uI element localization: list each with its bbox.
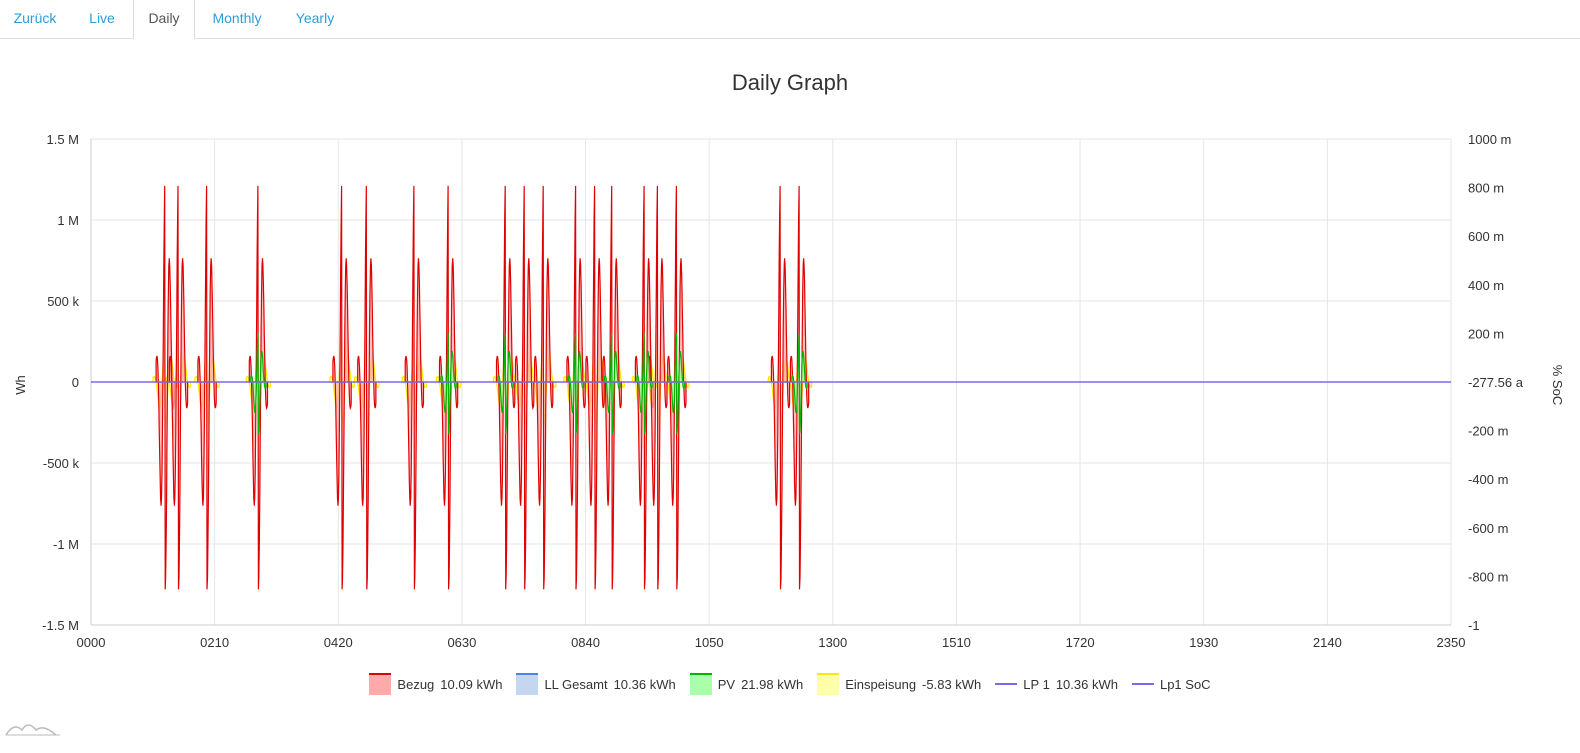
chart-area: Daily Graph 0000 0210 0420 0630 0840 1050 1300… bbox=[0, 40, 1580, 753]
x-tick-label: 0210 bbox=[200, 635, 229, 650]
legend-label: PV bbox=[717, 676, 736, 692]
tab-live[interactable]: Live bbox=[89, 10, 115, 26]
legend-swatch bbox=[516, 673, 539, 695]
legend-label: Lp1 SoC bbox=[1159, 676, 1211, 692]
y-tick-label: 0 bbox=[72, 375, 79, 390]
y-tick-label: 1 M bbox=[57, 213, 79, 228]
pv-series-burst bbox=[791, 332, 808, 434]
bezug-series-burst bbox=[585, 185, 605, 590]
y2-tick-label: 1000 m bbox=[1468, 132, 1511, 147]
bezug-series-burst bbox=[357, 185, 377, 590]
legend-item-bezug[interactable]: Bezug 10.09 kWh bbox=[369, 673, 502, 695]
bezug-series-burst bbox=[770, 185, 791, 590]
y-tick-label: 500 k bbox=[47, 294, 79, 309]
bezug-series-burst bbox=[404, 185, 425, 590]
bezug-series-burst bbox=[514, 185, 535, 590]
y2-tick-label: 200 m bbox=[1468, 326, 1504, 341]
legend-item-lp1-soc[interactable]: Lp1 SoC bbox=[1131, 676, 1211, 692]
pv-series-burst bbox=[636, 332, 653, 434]
x-tick-label: 1510 bbox=[942, 635, 971, 650]
y-tick-label: -1.5 M bbox=[42, 618, 79, 633]
pv-series-burst bbox=[668, 332, 686, 434]
series-layer bbox=[91, 185, 1451, 590]
y-tick-label: -500 k bbox=[43, 456, 80, 471]
chart-title: Daily Graph bbox=[732, 70, 848, 95]
legend-total: 10.09 kWh bbox=[440, 676, 503, 692]
y2-axis-title: % SoC bbox=[1550, 365, 1565, 405]
y2-tick-label: -400 m bbox=[1468, 472, 1508, 487]
x-tick-label: 0840 bbox=[571, 635, 600, 650]
pv-series-burst bbox=[250, 332, 267, 434]
legend-total: 21.98 kWh bbox=[741, 676, 804, 692]
tab-bar: Zurück Live Daily Monthly Yearly bbox=[0, 0, 1580, 40]
legend-item-ll-gesamt[interactable]: LL Gesamt 10.36 kWh bbox=[516, 673, 676, 695]
pv-series-burst bbox=[567, 332, 585, 434]
tab-zurueck[interactable]: Zurück bbox=[13, 10, 57, 26]
y2-tick-label: 800 m bbox=[1468, 181, 1504, 196]
bezug-series-burst bbox=[197, 185, 217, 590]
chart-logo-icon bbox=[5, 724, 60, 736]
x-tick-label: 1930 bbox=[1189, 635, 1218, 650]
x-tick-label: 0420 bbox=[324, 635, 353, 650]
legend-label: LP 1 bbox=[1023, 676, 1050, 692]
legend-total: 10.36 kWh bbox=[613, 676, 676, 692]
legend-label: LL Gesamt bbox=[544, 676, 608, 692]
x-tick-label: 1720 bbox=[1066, 635, 1095, 650]
legend-swatch bbox=[689, 673, 712, 695]
legend-item-pv[interactable]: PV 21.98 kWh bbox=[689, 673, 804, 695]
grid-lines bbox=[90, 138, 1452, 626]
legend-label: Einspeisung bbox=[845, 676, 917, 692]
daily-graph-chart: Daily Graph 0000 0210 0420 0630 0840 1050 1300… bbox=[13, 70, 1565, 650]
legend-total: 10.36 kWh bbox=[1055, 676, 1118, 692]
y-axis-title: Wh bbox=[13, 375, 28, 395]
pv-series-burst bbox=[604, 332, 621, 434]
tab-daily[interactable]: Daily bbox=[133, 0, 195, 40]
axis-ticks: 0000 0210 0420 0630 0840 1050 1300 1510 1720 1930… bbox=[42, 132, 1524, 650]
y-tick-label: 1.5 M bbox=[46, 132, 79, 147]
legend-swatch bbox=[1131, 683, 1154, 685]
legend-swatch bbox=[817, 673, 840, 695]
x-tick-label: 2140 bbox=[1313, 635, 1342, 650]
bezug-series-burst bbox=[332, 185, 352, 590]
y2-tick-label: 600 m bbox=[1468, 229, 1504, 244]
y2-tick-label: -800 m bbox=[1468, 569, 1508, 584]
x-tick-label: 1050 bbox=[695, 635, 724, 650]
legend-total: -5.83 kWh bbox=[922, 676, 982, 692]
y-tick-label: -1 M bbox=[53, 537, 79, 552]
y2-tick-label: 400 m bbox=[1468, 278, 1504, 293]
pv-series-burst bbox=[497, 332, 514, 434]
chart-legend: Bezug 10.09 kWh LL Gesamt 10.36 kWh PV 2… bbox=[0, 672, 1580, 696]
x-tick-label: 1300 bbox=[818, 635, 847, 650]
legend-swatch bbox=[995, 683, 1018, 685]
bezug-series-burst bbox=[648, 185, 668, 590]
tab-monthly[interactable]: Monthly bbox=[212, 10, 262, 26]
x-tick-label: 0000 bbox=[77, 635, 106, 650]
y2-tick-label: -600 m bbox=[1468, 521, 1508, 536]
x-tick-label: 2350 bbox=[1437, 635, 1466, 650]
y2-tick-label: -277.56 a bbox=[1468, 375, 1524, 390]
tab-yearly[interactable]: Yearly bbox=[295, 10, 335, 26]
y2-tick-label: -200 m bbox=[1468, 424, 1508, 439]
legend-label: Bezug bbox=[397, 676, 435, 692]
legend-item-einspeisung[interactable]: Einspeisung -5.83 kWh bbox=[817, 673, 981, 695]
legend-item-lp1[interactable]: LP 1 10.36 kWh bbox=[995, 677, 1118, 692]
bezug-series-burst bbox=[534, 185, 554, 590]
legend-swatch bbox=[369, 673, 392, 695]
pv-series-burst bbox=[440, 332, 457, 434]
x-tick-label: 0630 bbox=[447, 635, 476, 650]
bezug-series-burst bbox=[168, 185, 189, 590]
y2-tick-label: -1 bbox=[1468, 618, 1480, 633]
